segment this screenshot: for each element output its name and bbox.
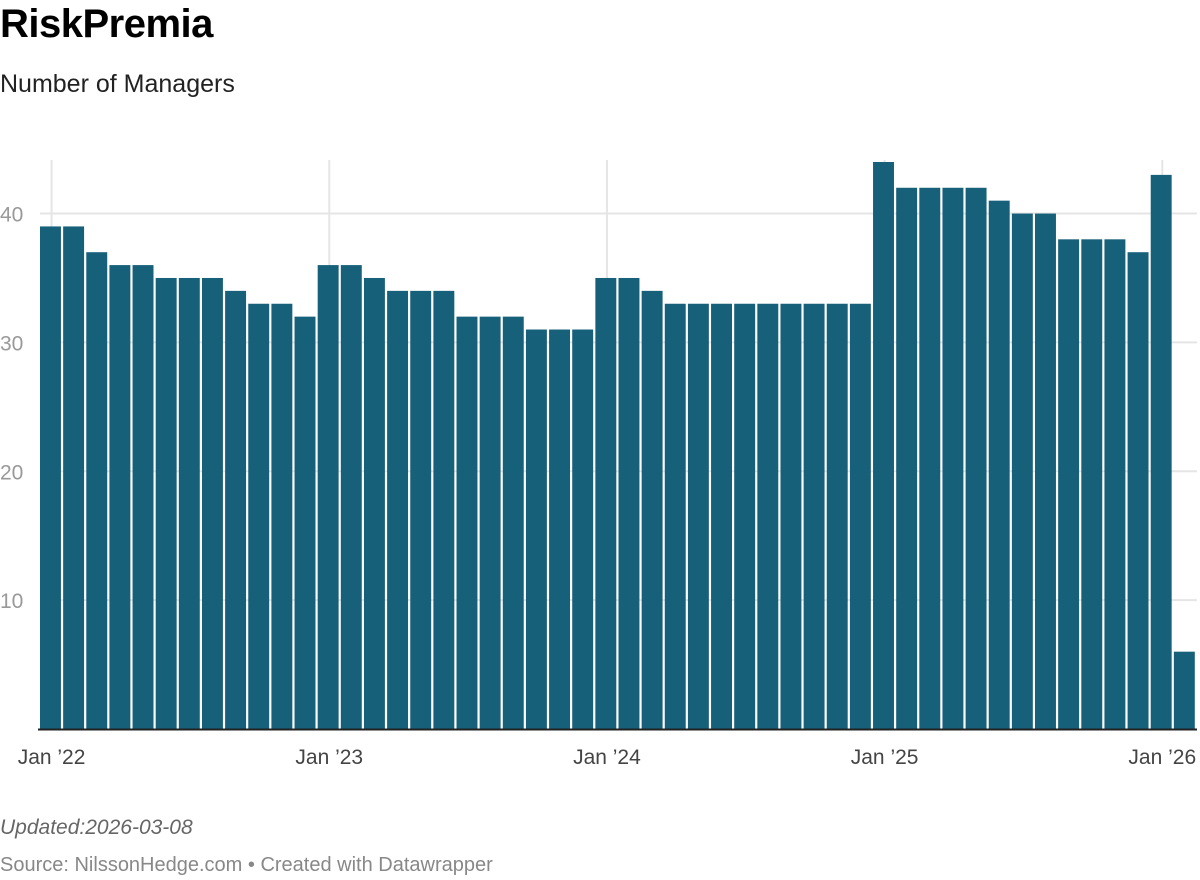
bar-2024-10 xyxy=(803,303,825,729)
bar-2023-07 xyxy=(456,316,478,729)
x-tick-label: Jan ’25 xyxy=(851,746,919,769)
bar-2024-06 xyxy=(711,303,732,729)
chart-subtitle: Number of Managers xyxy=(0,70,235,98)
bar-2025-03 xyxy=(919,187,941,730)
bar-2023-08 xyxy=(479,316,501,729)
bar-2022-01 xyxy=(40,226,61,729)
source-note: Source: NilssonHedge.com • Created with … xyxy=(0,854,493,876)
bar-2024-07 xyxy=(734,303,756,729)
bar-2025-07 xyxy=(1011,213,1033,729)
bar-2022-10 xyxy=(248,303,270,729)
bar-2023-04 xyxy=(387,290,409,729)
bar-2024-01 xyxy=(595,277,617,729)
bar-2023-11 xyxy=(549,329,571,729)
bar-2026-02 xyxy=(1173,651,1195,729)
x-tick-label: Jan ’22 xyxy=(18,746,86,769)
bar-2023-01 xyxy=(317,265,339,729)
bar-2026-01 xyxy=(1150,174,1172,730)
bar-2024-12 xyxy=(849,303,871,729)
y-tick-label: 30 xyxy=(0,332,23,355)
chart-title: RiskPremia xyxy=(0,2,213,46)
y-tick-label: 20 xyxy=(0,461,23,484)
bar-2024-05 xyxy=(687,303,709,729)
bar-2025-12 xyxy=(1127,252,1149,730)
x-tick-label: Jan ’23 xyxy=(295,746,363,769)
bar-2023-12 xyxy=(572,329,594,729)
bar-2022-12 xyxy=(294,316,316,729)
bar-2024-09 xyxy=(780,303,802,729)
bar-2022-07 xyxy=(178,277,200,729)
bar-2023-02 xyxy=(340,265,362,729)
bar-2023-06 xyxy=(433,290,455,729)
x-tick-label: Jan ’24 xyxy=(573,746,641,769)
bar-2025-01 xyxy=(873,162,894,729)
bar-2025-11 xyxy=(1104,239,1126,729)
bar-2023-03 xyxy=(363,277,385,729)
bar-chart: 10 20 30 40 Jan ’22 Jan ’23 Jan ’24 Jan ’25 Jan … xyxy=(0,160,1197,769)
bar-2025-05 xyxy=(965,187,987,730)
bar-2022-08 xyxy=(201,277,223,729)
bar-2022-09 xyxy=(225,290,247,729)
bar-2022-05 xyxy=(132,265,154,729)
bar-2025-04 xyxy=(942,187,964,730)
bar-2024-03 xyxy=(641,290,663,729)
bar-2025-02 xyxy=(896,187,918,730)
bar-2024-08 xyxy=(757,303,779,729)
y-tick-label: 10 xyxy=(0,590,23,613)
bar-2023-05 xyxy=(410,290,432,729)
bar-2024-11 xyxy=(826,303,848,729)
bar-2022-02 xyxy=(63,226,85,729)
bar-2022-06 xyxy=(155,277,177,729)
bar-2025-09 xyxy=(1058,239,1080,729)
y-tick-label: 40 xyxy=(0,204,23,227)
bar-2023-09 xyxy=(502,316,524,729)
bar-2022-04 xyxy=(109,265,131,729)
bar-2022-11 xyxy=(271,303,293,729)
bar-2025-10 xyxy=(1081,239,1103,729)
bar-2024-04 xyxy=(664,303,686,729)
bar-2024-02 xyxy=(618,277,640,729)
bar-2022-03 xyxy=(86,252,108,730)
bar-2023-10 xyxy=(525,329,547,729)
bar-2025-06 xyxy=(988,200,1010,730)
updated-note: Updated:2026-03-08 xyxy=(0,816,193,839)
bar-2025-08 xyxy=(1035,213,1056,729)
x-tick-label: Jan ’26 xyxy=(1128,746,1196,769)
